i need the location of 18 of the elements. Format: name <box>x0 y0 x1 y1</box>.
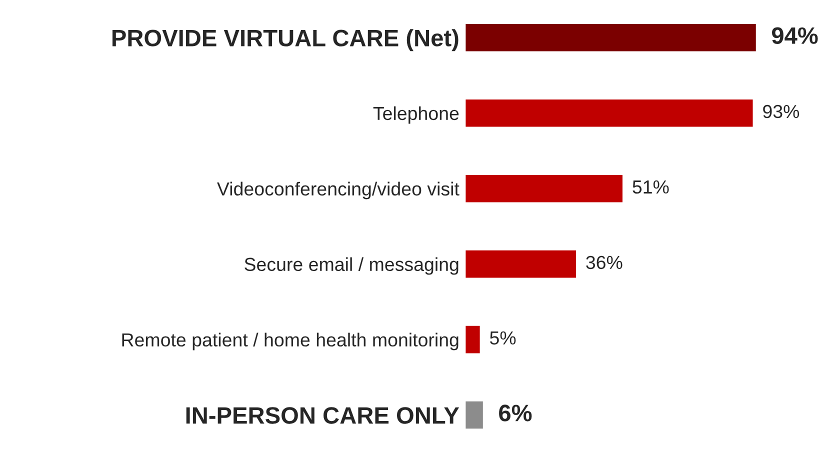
bar <box>465 98 754 128</box>
bar <box>465 22 758 53</box>
data-label: 36% <box>586 256 622 270</box>
y-tick-label: Secure email / messaging <box>244 257 458 275</box>
y-tick-label: IN-PERSON CARE ONLY <box>186 407 460 424</box>
data-label: 5% <box>490 331 516 345</box>
y-tick-label: PROVIDE VIRTUAL CARE (Net) <box>112 29 458 52</box>
bar <box>465 174 624 204</box>
data-label: 51% <box>632 180 669 194</box>
y-tick-label: Videoconferencing/video visit <box>217 182 460 200</box>
data-label: 6% <box>499 404 532 422</box>
data-label: 93% <box>763 104 800 118</box>
bar <box>465 249 578 280</box>
y-tick-label: Remote patient / home health monitoring <box>122 332 458 350</box>
bar <box>465 400 484 430</box>
data-label: 94% <box>772 27 818 44</box>
y-tick-label: Telephone <box>373 106 459 124</box>
bar <box>465 324 482 355</box>
